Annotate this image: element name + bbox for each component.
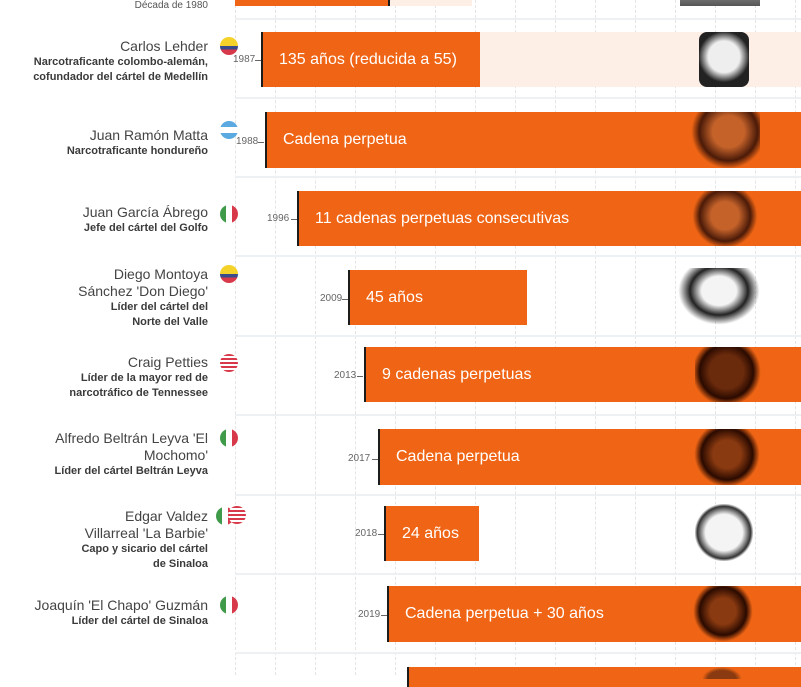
background-bar: [480, 32, 801, 87]
usa-flag-icon: [228, 506, 246, 524]
row-separator: [235, 335, 801, 337]
gridline: [755, 0, 756, 675]
sentence-bar: 45 años: [348, 270, 527, 325]
honduras-flag-icon: [220, 121, 238, 139]
gridline: [275, 0, 276, 675]
year-tick: [255, 60, 261, 61]
year-label: 2009: [320, 293, 343, 304]
row-separator: [235, 18, 801, 20]
background-bar: [390, 0, 472, 6]
year-tick: [291, 219, 297, 220]
portrait-photo: [680, 0, 760, 6]
gridline: [475, 0, 476, 675]
gridline: [635, 0, 636, 675]
edgar-valdez-photo: [695, 504, 753, 561]
alfredo-beltran-photo: [692, 429, 762, 485]
year-label: 2017: [348, 453, 371, 464]
row-separator: [235, 494, 801, 496]
diego-montoya-photo: [678, 268, 760, 325]
juan-garcia-abrego-photo: [690, 191, 760, 246]
row-desc: Líder del cártel Beltrán Leyva: [54, 465, 208, 477]
year-tick: [378, 534, 384, 535]
row-name: Joaquín 'El Chapo' Guzmán: [34, 597, 208, 613]
year-label: 1988: [236, 136, 259, 147]
gridline: [435, 0, 436, 675]
row-name: Juan Ramón Matta: [89, 127, 208, 143]
year-label: 2019: [358, 609, 381, 620]
year-label: 2013: [334, 370, 357, 381]
row-desc: Líder de la mayor red de narcotráfico de…: [69, 372, 208, 399]
year-tick: [258, 142, 264, 143]
row-desc: Narcotraficante colombo-alemán, cofundad…: [33, 56, 208, 83]
year-label: 1996: [267, 213, 290, 224]
joaquin-guzman-photo: [693, 586, 753, 642]
row-desc: Jefe del cártel del Golfo: [83, 222, 208, 234]
gridline: [235, 0, 236, 675]
year-tick: [372, 459, 378, 460]
sentence-bar: 135 años (reducida a 55): [261, 32, 480, 87]
row-name: Alfredo Beltrán Leyva 'El Mochomo': [55, 430, 208, 463]
row-desc: Narcotraficante hondureño: [66, 145, 208, 157]
colombia-flag-icon: [220, 37, 238, 55]
gridline: [675, 0, 676, 675]
gridline: [795, 0, 796, 675]
gridline: [515, 0, 516, 675]
gridline: [595, 0, 596, 675]
row-name: Carlos Lehder: [120, 38, 208, 54]
row-name: Diego Montoya Sánchez 'Don Diego': [78, 266, 208, 299]
row-desc: Capo y sicario del cártel de Sinaloa: [81, 543, 208, 570]
row-desc: Líder del cártel de Sinaloa: [71, 615, 208, 627]
row-desc: Década de 1980: [134, 0, 208, 11]
mexico-flag-icon: [220, 205, 238, 223]
row-separator: [235, 255, 801, 257]
carlos-lehder-photo: [699, 32, 749, 87]
sentence-bar: [235, 0, 390, 6]
craig-petties-photo: [695, 347, 765, 402]
row-separator: [235, 652, 801, 654]
mexico-flag-icon: [220, 429, 238, 447]
year-label: 1987: [233, 54, 256, 65]
year-tick: [357, 376, 363, 377]
row-desc: Líder del cártel del Norte del Valle: [110, 301, 208, 328]
mexico-flag-icon: [220, 596, 238, 614]
juan-ramon-matta-photo: [690, 112, 760, 168]
gridline: [715, 0, 716, 675]
row-name: Edgar Valdez Villarreal 'La Barbie': [84, 508, 208, 541]
row-separator: [235, 97, 801, 99]
row-name: Craig Petties: [127, 354, 208, 370]
row-separator: [235, 573, 801, 575]
row-separator: [235, 176, 801, 178]
gridline: [395, 0, 396, 675]
year-tick: [381, 615, 387, 616]
sentence-bar: 24 años: [384, 506, 479, 561]
gridline: [355, 0, 356, 675]
year-label: 2018: [355, 528, 378, 539]
portrait-photo: [702, 667, 742, 679]
colombia-flag-icon: [220, 265, 238, 283]
gridline: [555, 0, 556, 675]
gridline: [315, 0, 316, 675]
row-name: Juan García Ábrego: [82, 204, 208, 220]
usa-flag-icon: [220, 354, 238, 372]
row-separator: [235, 414, 801, 416]
year-tick: [342, 299, 348, 300]
